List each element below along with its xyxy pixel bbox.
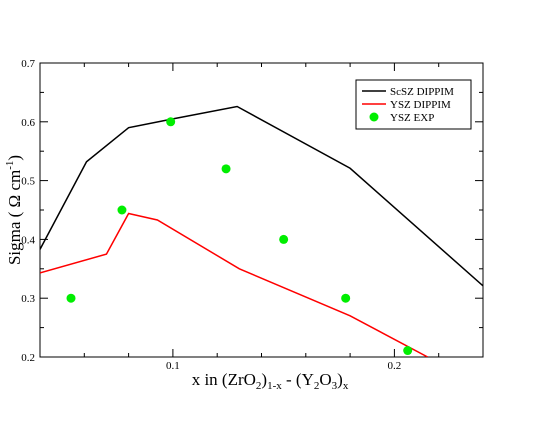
y-tick-label: 0.3 bbox=[21, 293, 35, 305]
tick-labels: 0.2 0.3 0.4 0.5 0.6 0.7 0.1 0.2 bbox=[21, 58, 401, 372]
data-point-ysz-exp bbox=[117, 205, 127, 215]
data-point-ysz-exp bbox=[403, 346, 413, 356]
y-tick-label: 0.5 bbox=[21, 176, 35, 188]
legend-label-ysz-exp: YSZ EXP bbox=[390, 112, 434, 124]
y-tick-label: 0.4 bbox=[21, 234, 35, 246]
x-tick-label: 0.2 bbox=[388, 360, 402, 372]
y-tick-label: 0.7 bbox=[21, 58, 35, 70]
series-line-scsz-dippim bbox=[40, 105, 483, 287]
tick-marks bbox=[39, 62, 484, 358]
y-tick-label: 0.6 bbox=[21, 117, 35, 129]
y-axis-label: Sigma ( Ω cm-1) bbox=[4, 155, 24, 265]
data-point-ysz-exp bbox=[221, 164, 231, 174]
legend-label-scsz-dippim: ScSZ DIPPIM bbox=[390, 86, 454, 98]
series-line-ysz-dippim bbox=[40, 212, 428, 357]
data-point-ysz-exp bbox=[66, 293, 76, 303]
legend-label-ysz-dippim: YSZ DIPPIM bbox=[390, 99, 451, 111]
legend-swatch-ysz-exp bbox=[369, 112, 379, 122]
data-point-ysz-exp bbox=[279, 234, 289, 244]
x-axis-label: x in (ZrO2)1-x - (Y2O3)x bbox=[192, 370, 349, 392]
series-layer bbox=[40, 105, 483, 357]
y-tick-label: 0.2 bbox=[21, 352, 35, 364]
x-tick-label: 0.1 bbox=[166, 360, 180, 372]
data-point-ysz-exp bbox=[341, 293, 351, 303]
data-point-ysz-exp bbox=[166, 117, 176, 127]
